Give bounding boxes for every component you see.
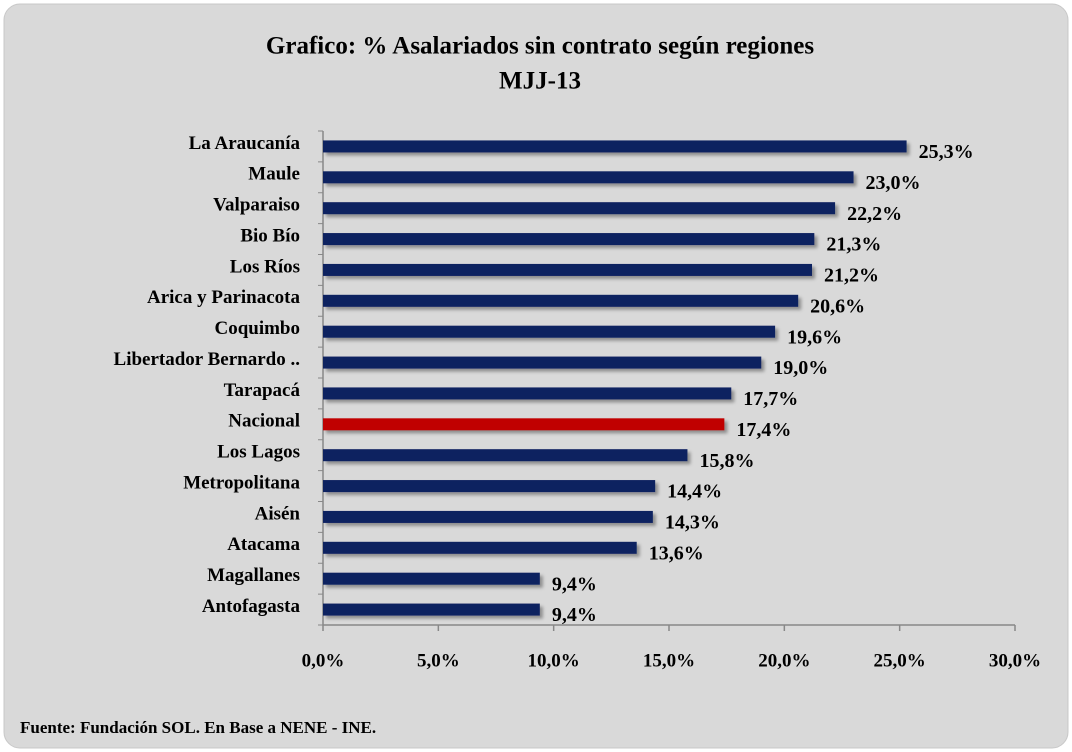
- y-tick-label: Magallanes: [207, 565, 300, 586]
- value-label: 14,3%: [665, 512, 720, 534]
- source: Fuente: Fundación SOL. En Base a NENE - …: [20, 718, 376, 737]
- value-label: 20,6%: [810, 295, 865, 317]
- value-label: 13,6%: [649, 542, 704, 564]
- value-label: 21,3%: [826, 234, 881, 256]
- y-tick-label: Metropolitana: [183, 472, 300, 493]
- x-tick-label: 15,0%: [643, 650, 695, 671]
- value-label: 19,6%: [787, 326, 842, 348]
- y-tick-label: Antofagasta: [202, 596, 301, 617]
- value-label: 23,0%: [866, 172, 921, 194]
- bar: [323, 510, 653, 523]
- value-label: 17,4%: [736, 419, 791, 441]
- y-tick-label: Maule: [248, 164, 300, 185]
- y-tick-label: Atacama: [227, 534, 300, 555]
- bar: [323, 202, 836, 215]
- bar: [323, 603, 540, 616]
- value-label: 14,4%: [667, 481, 722, 503]
- value-label: 17,7%: [743, 388, 798, 410]
- value-label: 25,3%: [919, 141, 974, 163]
- value-label: 19,0%: [773, 357, 828, 379]
- x-tick-label: 5,0%: [417, 650, 460, 671]
- bar: [323, 572, 540, 585]
- x-tick-label: 30,0%: [989, 650, 1041, 671]
- value-label: 9,4%: [552, 604, 597, 626]
- chart-title: Grafico: % Asalariados sin contrato segú…: [266, 33, 814, 60]
- value-label: 21,2%: [824, 265, 879, 287]
- y-tick-label: Coquimbo: [214, 318, 300, 339]
- y-tick-label: Los Lagos: [217, 442, 300, 463]
- bar: [323, 325, 776, 338]
- y-tick-label: La Araucanía: [189, 133, 301, 154]
- bar: [323, 233, 815, 246]
- x-tick-label: 25,0%: [874, 650, 926, 671]
- value-label: 22,2%: [847, 203, 902, 225]
- bar: [323, 449, 688, 462]
- bar: [323, 140, 907, 153]
- y-tick-label: Libertador Bernardo ..: [114, 349, 300, 370]
- bar: [323, 294, 799, 307]
- bar: [323, 356, 762, 369]
- value-label: 15,8%: [699, 450, 754, 472]
- y-tick-label: Aisén: [255, 503, 301, 524]
- y-tick-label: Tarapacá: [224, 380, 301, 401]
- y-tick-label: Nacional: [228, 411, 300, 432]
- panel: [3, 3, 1069, 749]
- y-tick-label: Bio Bío: [240, 225, 300, 246]
- x-tick-label: 20,0%: [758, 650, 810, 671]
- bar: [323, 263, 813, 276]
- value-label: 9,4%: [552, 573, 597, 595]
- x-tick-label: 10,0%: [528, 650, 580, 671]
- bar: [323, 480, 656, 493]
- bar: [323, 171, 854, 184]
- y-tick-label: Arica y Parinacota: [147, 287, 301, 308]
- bar: [323, 541, 637, 554]
- chart-subtitle: MJJ-13: [499, 68, 581, 95]
- bar: [323, 387, 732, 400]
- y-tick-label: Valparaiso: [213, 195, 300, 216]
- bar: [323, 418, 725, 431]
- y-tick-label: Los Ríos: [230, 256, 300, 277]
- x-tick-label: 0,0%: [302, 650, 345, 671]
